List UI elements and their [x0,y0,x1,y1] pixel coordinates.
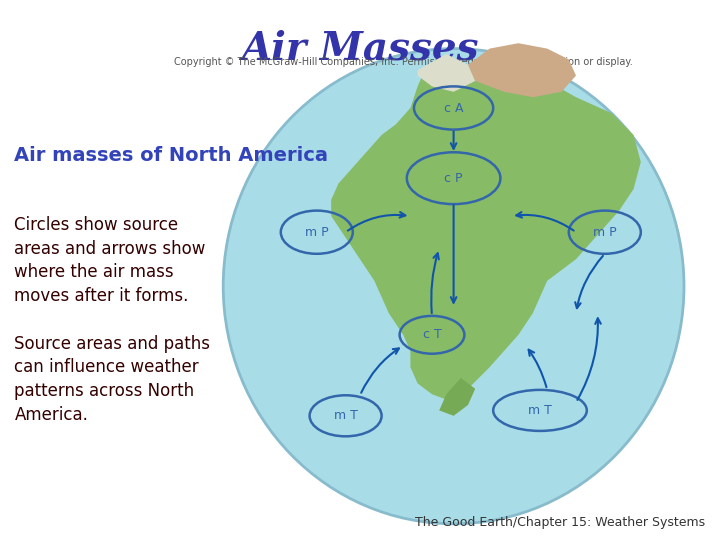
Text: m T: m T [333,409,358,422]
Text: c T: c T [423,328,441,341]
Polygon shape [439,378,475,416]
Text: Circles show source
areas and arrows show
where the air mass
moves after it form: Circles show source areas and arrows sho… [14,216,206,305]
Text: The Good Earth/Chapter 15: Weather Systems: The Good Earth/Chapter 15: Weather Syste… [415,516,706,529]
Text: c A: c A [444,102,464,114]
Text: Air masses of North America: Air masses of North America [14,146,328,165]
Polygon shape [418,54,475,92]
Text: Source areas and paths
can influence weather
patterns across North
America.: Source areas and paths can influence wea… [14,335,210,423]
Text: m P: m P [305,226,328,239]
Text: c P: c P [444,172,463,185]
Text: m P: m P [593,226,616,239]
Ellipse shape [223,49,684,524]
Text: Air Masses: Air Masses [241,30,479,68]
Text: m T: m T [528,404,552,417]
Text: Copyright © The McGraw-Hill Companies, Inc. Permission required for reproduction: Copyright © The McGraw-Hill Companies, I… [174,57,633,67]
Polygon shape [331,65,641,400]
Polygon shape [468,43,576,97]
